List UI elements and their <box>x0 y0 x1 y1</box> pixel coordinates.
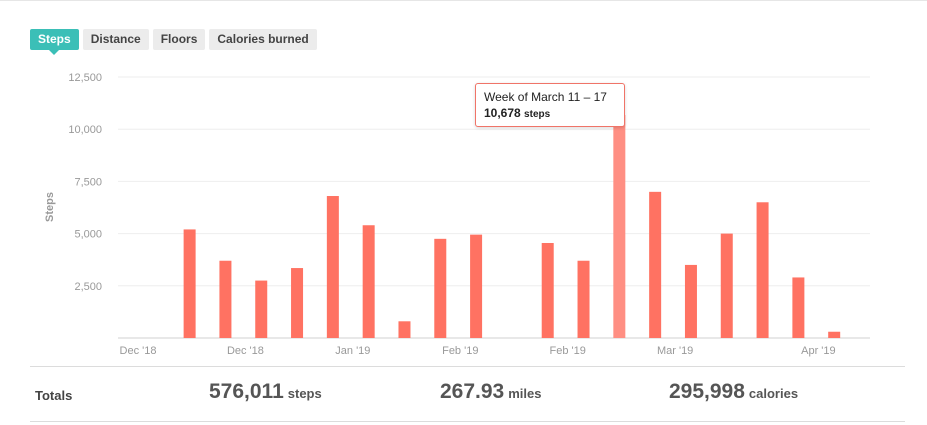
bar <box>756 202 769 338</box>
steps-bar-chart: 2,500 5,000 7,500 10,000 12,500 Steps Dec '18 D… <box>44 72 870 357</box>
tab-calories-burned[interactable]: Calories burned <box>209 29 317 50</box>
totals-divider-bottom <box>30 421 905 422</box>
bar <box>255 280 268 338</box>
top-divider <box>0 0 927 1</box>
tooltip-unit: steps <box>524 109 551 120</box>
x-tick-label: Jan '19 <box>335 345 370 357</box>
bar <box>434 238 447 338</box>
total-distance: 267.93 miles <box>440 380 541 404</box>
y-tick-label: 12,500 <box>68 72 102 84</box>
y-tick-label: 5,000 <box>74 229 102 241</box>
bar <box>183 229 196 338</box>
x-tick-label: Mar '19 <box>657 345 693 357</box>
bar <box>470 234 483 338</box>
total-calories-value: 295,998 <box>669 380 745 403</box>
bar <box>326 196 339 338</box>
total-calories: 295,998 calories <box>669 380 798 404</box>
x-tick-label: Feb '19 <box>442 345 478 357</box>
tab-distance[interactable]: Distance <box>82 29 149 50</box>
bar <box>684 264 697 338</box>
bar <box>577 260 590 338</box>
bar <box>792 277 805 338</box>
tab-floors[interactable]: Floors <box>152 29 206 50</box>
bar <box>362 225 375 338</box>
total-distance-unit: miles <box>508 386 542 401</box>
totals-label: Totals <box>35 388 73 403</box>
bar <box>649 191 662 338</box>
total-distance-value: 267.93 <box>440 380 505 403</box>
y-tick-label: 2,500 <box>74 281 102 293</box>
y-tick-label: 10,000 <box>68 124 102 136</box>
metric-tabs: Steps Distance Floors Calories burned <box>30 29 317 55</box>
total-steps-unit: steps <box>287 386 322 401</box>
bar <box>720 233 733 338</box>
total-calories-unit: calories <box>748 386 799 401</box>
x-tick-label: Dec '18 <box>227 345 264 357</box>
tooltip-value: 10,678 <box>484 106 521 120</box>
y-tick-label: 7,500 <box>74 176 102 188</box>
totals-divider-top <box>30 366 905 367</box>
bar <box>219 260 232 338</box>
y-axis-title: Steps <box>44 192 56 222</box>
bar <box>613 115 626 338</box>
total-steps-value: 576,011 <box>209 380 284 403</box>
bar <box>398 321 411 338</box>
x-tick-label: Apr '19 <box>801 345 836 357</box>
x-tick-label: Dec '18 <box>120 345 157 357</box>
tooltip-title: Week of March 11 – 17 <box>484 90 607 104</box>
bar <box>828 331 841 338</box>
x-tick-label: Feb '19 <box>550 345 586 357</box>
tab-steps[interactable]: Steps <box>30 29 79 55</box>
bar <box>291 268 304 338</box>
total-steps: 576,011 steps <box>209 380 322 404</box>
chart-tooltip: Week of March 11 – 17 10,678 steps <box>475 83 625 127</box>
bar <box>541 242 554 338</box>
